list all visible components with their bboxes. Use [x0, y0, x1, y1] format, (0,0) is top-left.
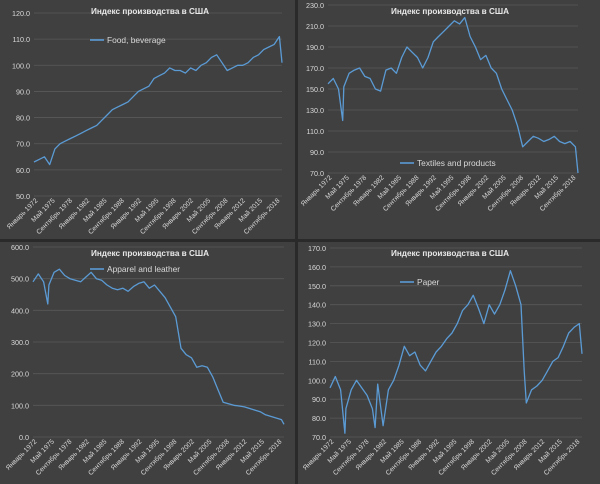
y-tick-label: 100.0 [308, 376, 326, 385]
chart-title: Индекс производства в США [91, 249, 209, 258]
legend-label: Food, beverage [107, 35, 166, 45]
chart-title: Индекс производства в США [391, 7, 509, 16]
horizontal-divider [0, 239, 600, 242]
chart-panel-textiles: 70.0 90.0 110.0 130.0 150.0 170.0 190.0 210.0 23… [298, 0, 600, 239]
y-tick-label: 110.0 [13, 35, 30, 44]
y-tick-label: 100.0 [11, 401, 29, 410]
y-tick-label: 170.0 [306, 64, 324, 73]
legend-label: Paper [417, 277, 440, 287]
y-tick-label: 600.0 [11, 243, 29, 252]
chart-panel-paper: 70.0 80.0 90.0 100.0 110.0 120.0 130.0 140.0 150… [298, 242, 600, 484]
y-tick-label: 300.0 [11, 338, 29, 347]
y-tick-label: 500.0 [11, 275, 29, 284]
chart-title: Индекс производства в США [391, 249, 509, 258]
y-tick-label: 400.0 [11, 306, 29, 315]
y-tick-label: 210.0 [306, 22, 324, 31]
y-tick-label: 70.0 [312, 433, 326, 442]
y-tick-label: 170.0 [308, 244, 326, 253]
y-tick-label: 80.0 [312, 414, 326, 423]
y-tick-label: 80.0 [16, 114, 30, 123]
y-tick-label: 110.0 [309, 357, 326, 366]
y-tick-label: 150.0 [308, 282, 326, 291]
y-tick-label: 160.0 [308, 263, 326, 272]
chart-title: Индекс производства в США [91, 7, 209, 16]
y-tick-label: 130.0 [308, 320, 326, 329]
chart-apparel-svg: 0.0100.0200.0300.0400.0500.0600.0Январь … [5, 243, 285, 477]
y-tick-label: 0.0 [19, 433, 29, 442]
chart-food-svg: 50.060.070.080.090.0100.0110.0120.0Январ… [6, 7, 283, 236]
y-tick-label: 230.0 [306, 1, 324, 10]
chart-paper-svg: 70.0 80.0 90.0 100.0 110.0 120.0 130.0 140.0 150… [302, 244, 583, 477]
vertical-divider [295, 0, 298, 484]
legend-label: Apparel and leather [107, 264, 180, 274]
y-tick-label: 70.0 [310, 169, 324, 178]
y-tick-label: 150.0 [306, 85, 324, 94]
y-tick-label: 110.0 [307, 127, 324, 136]
y-tick-label: 120.0 [12, 9, 30, 18]
legend-label: Textiles and products [417, 158, 496, 168]
series-line [329, 270, 583, 434]
y-tick-label: 200.0 [11, 370, 29, 379]
chart-panel-apparel: 0.0 100.0 200.0 300.0 400.0 500.0 600.0 Январь … [0, 242, 295, 484]
y-tick-label: 60.0 [16, 166, 30, 175]
y-tick-label: 90.0 [312, 395, 326, 404]
series-line [33, 35, 283, 166]
series-line [32, 268, 285, 425]
series-line [327, 16, 579, 174]
chart-panel-food: 50.0 60.0 70.0 80.0 90.0 100.0 110.0 120.0 Январ… [0, 0, 295, 239]
y-tick-label: 90.0 [310, 148, 324, 157]
chart-textiles-svg: 70.0 90.0 110.0 130.0 150.0 170.0 190.0 210.0 23… [300, 1, 579, 213]
y-tick-label: 70.0 [16, 140, 30, 149]
y-tick-label: 100.0 [12, 61, 30, 70]
y-tick-label: 130.0 [306, 106, 324, 115]
y-tick-label: 90.0 [16, 87, 30, 96]
y-tick-label: 140.0 [308, 301, 326, 310]
y-tick-label: 190.0 [306, 43, 324, 52]
y-tick-label: 50.0 [16, 192, 30, 201]
y-tick-label: 120.0 [308, 339, 326, 348]
